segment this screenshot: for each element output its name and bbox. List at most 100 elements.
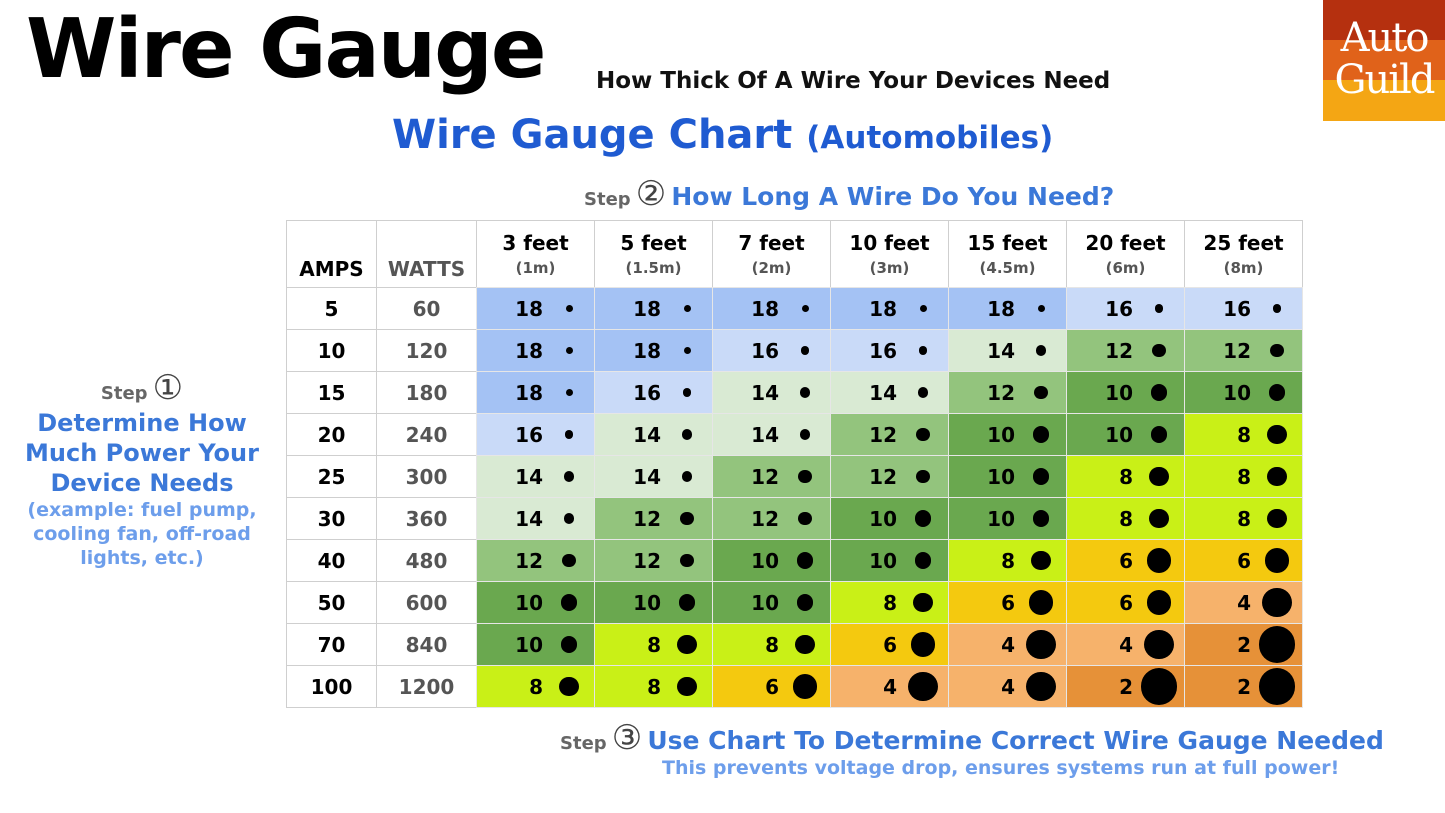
amps-cell: 5 xyxy=(286,287,377,330)
wire-dot xyxy=(1270,343,1284,357)
gauge: 16 xyxy=(1223,296,1251,321)
gauge-cell: 2 xyxy=(1184,623,1303,666)
wire-dot-wrap xyxy=(547,676,591,697)
wire-dot xyxy=(1267,508,1287,529)
title: Wire Gauge xyxy=(26,2,546,97)
wire-dot xyxy=(1262,587,1292,618)
wire-dot xyxy=(913,592,933,613)
wire-dot-wrap xyxy=(665,676,709,697)
wire-dot-wrap xyxy=(665,594,709,611)
wire-dot-wrap xyxy=(901,592,945,613)
gauge-cell: 10 xyxy=(1066,413,1185,456)
wire-dot xyxy=(910,632,936,657)
gauge-cell: 10 xyxy=(476,581,595,624)
gauge-cell: 16 xyxy=(594,371,713,414)
gauge-cell: 12 xyxy=(830,455,949,498)
gauge-cell: 10 xyxy=(712,539,831,582)
gauge: 18 xyxy=(751,296,779,321)
length-feet: 10 feet xyxy=(849,231,930,255)
wire-dot xyxy=(1267,466,1287,487)
step-text: Determine How Much Power Your Device Nee… xyxy=(25,409,259,497)
gauge-cell: 8 xyxy=(594,623,713,666)
wire-dot xyxy=(1264,548,1290,573)
gauge-cell: 8 xyxy=(476,665,595,708)
gauge-cell: 4 xyxy=(1184,581,1303,624)
wire-dot-wrap xyxy=(547,430,591,439)
wire-dot-wrap xyxy=(901,387,945,398)
wire-dot-wrap xyxy=(547,389,591,396)
watts: 180 xyxy=(405,380,448,405)
wire-dot-wrap xyxy=(783,305,827,312)
header-cell: WATTS xyxy=(376,220,477,288)
wire-dot-wrap xyxy=(665,305,709,312)
gauge-cell: 18 xyxy=(594,329,713,372)
wire-dot-wrap xyxy=(1255,343,1299,357)
wire-dot-wrap xyxy=(783,469,827,483)
wire-dot-wrap xyxy=(1019,426,1063,443)
wire-dot xyxy=(678,594,695,611)
gauge-cell: 10 xyxy=(476,623,595,666)
step-note: (example: fuel pump, cooling fan, off-ro… xyxy=(27,499,257,569)
amps-cell: 50 xyxy=(286,581,377,624)
amps-cell: 20 xyxy=(286,413,377,456)
wire-dot-wrap xyxy=(901,671,945,702)
amps: 15 xyxy=(317,380,346,405)
amps-cell: 40 xyxy=(286,539,377,582)
gauge: 18 xyxy=(987,296,1015,321)
watts-cell: 1200 xyxy=(376,665,477,708)
amps: 40 xyxy=(317,548,346,573)
logo: Auto Guild xyxy=(1323,0,1445,121)
gauge-cell: 10 xyxy=(1184,371,1303,414)
amps-cell: 10 xyxy=(286,329,377,372)
wire-dot xyxy=(563,471,575,482)
wire-dot xyxy=(798,511,812,525)
gauge: 4 xyxy=(1001,632,1015,657)
gauge-cell: 10 xyxy=(712,581,831,624)
wire-dot-wrap xyxy=(1255,466,1299,487)
gauge-cell: 14 xyxy=(712,371,831,414)
length-feet: 5 feet xyxy=(620,231,687,255)
wire-dot-wrap xyxy=(1255,587,1299,618)
length-feet: 20 feet xyxy=(1085,231,1166,255)
gauge-cell: 4 xyxy=(830,665,949,708)
length-meters: (2m) xyxy=(751,259,792,277)
subtitle: How Thick Of A Wire Your Devices Need xyxy=(596,68,1111,94)
step-3: Step ③ Use Chart To Determine Correct Wi… xyxy=(560,718,1384,758)
gauge-cell: 6 xyxy=(712,665,831,708)
wire-dot-wrap xyxy=(1137,343,1181,357)
wire-dot xyxy=(1149,508,1169,529)
wire-dot xyxy=(677,676,697,697)
gauge-cell: 16 xyxy=(1184,287,1303,330)
wire-dot xyxy=(914,510,931,527)
amps: 50 xyxy=(317,590,346,615)
wire-dot xyxy=(1034,385,1048,399)
length-meters: (4.5m) xyxy=(979,259,1036,277)
gauge: 8 xyxy=(765,632,779,657)
step-number: ③ xyxy=(611,718,643,758)
gauge: 14 xyxy=(515,506,543,531)
gauge-cell: 18 xyxy=(476,329,595,372)
wire-dot-wrap xyxy=(783,346,827,355)
watts: 360 xyxy=(405,506,448,531)
step-number: ② xyxy=(635,174,667,214)
logo-line: Auto xyxy=(1340,15,1430,61)
wire-dot xyxy=(796,594,813,611)
wire-dot-wrap xyxy=(547,513,591,524)
wire-dot-wrap xyxy=(1019,385,1063,399)
wire-dot-wrap xyxy=(1137,304,1181,313)
wire-dot-wrap xyxy=(1137,384,1181,401)
wire-dot xyxy=(1152,343,1166,357)
gauge: 4 xyxy=(1237,590,1251,615)
wire-dot xyxy=(908,671,938,702)
length-feet: 25 feet xyxy=(1203,231,1284,255)
gauge: 18 xyxy=(515,296,543,321)
gauge: 10 xyxy=(987,506,1015,531)
gauge-cell: 10 xyxy=(1066,371,1185,414)
gauge-cell: 10 xyxy=(830,497,949,540)
gauge-cell: 18 xyxy=(712,287,831,330)
wire-dot xyxy=(565,389,573,396)
watts-cell: 360 xyxy=(376,497,477,540)
wire-dot-wrap xyxy=(1019,345,1063,356)
watts-cell: 60 xyxy=(376,287,477,330)
length-feet: 15 feet xyxy=(967,231,1048,255)
